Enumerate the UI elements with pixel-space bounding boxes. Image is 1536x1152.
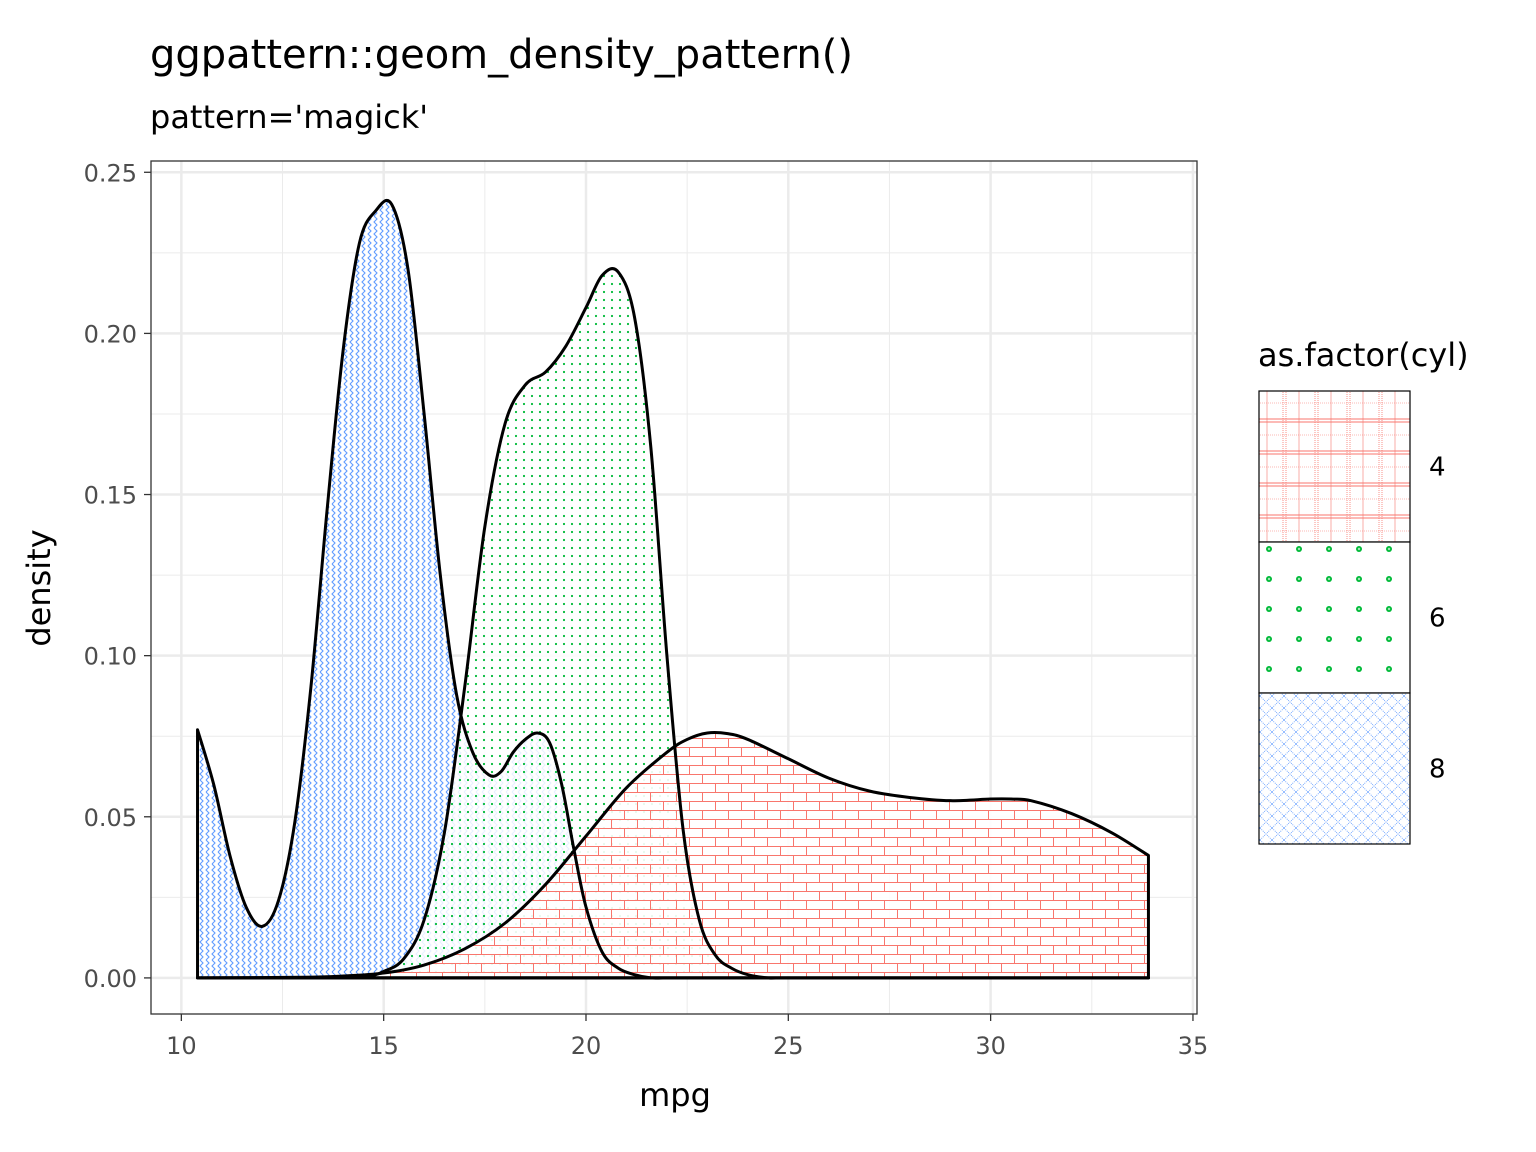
x-tick-label: 35 <box>1178 1032 1209 1060</box>
legend-label-4: 4 <box>1429 453 1446 483</box>
x-tick-label: 30 <box>975 1032 1006 1060</box>
plot-panel <box>150 160 1198 1015</box>
density-area-cyl-4 <box>197 732 1149 978</box>
density-areas <box>197 200 1149 979</box>
density-lines <box>196 199 1150 980</box>
x-tick-label: 20 <box>571 1032 602 1060</box>
x-axis: 10 15 20 25 30 35 <box>166 1014 1208 1060</box>
legend-key-8 <box>1258 692 1411 845</box>
x-tick-label: 25 <box>773 1032 804 1060</box>
legend-label-6: 6 <box>1429 604 1446 634</box>
y-tick-label: 0.25 <box>84 159 137 187</box>
density-area-cyl-8 <box>197 200 1149 979</box>
y-tick-label: 0.10 <box>84 643 137 671</box>
legend-key-6 <box>1258 541 1411 694</box>
x-tick-label: 15 <box>368 1032 399 1060</box>
legend-label-8: 8 <box>1429 755 1446 785</box>
chart-title: ggpattern::geom_density_pattern() <box>150 32 853 78</box>
legend-title: as.factor(cyl) <box>1258 336 1469 374</box>
x-axis-title: mpg <box>639 1076 711 1114</box>
legend: as.factor(cyl) 4 6 8 <box>1258 336 1469 845</box>
legend-keys: 4 6 8 <box>1258 390 1446 845</box>
y-tick-label: 0.05 <box>84 804 137 832</box>
density-line-cyl-4 <box>196 730 1150 980</box>
x-tick-label: 10 <box>166 1032 197 1060</box>
panel-border <box>150 160 1198 1015</box>
density-line-cyl-6 <box>196 267 1150 980</box>
y-axis-title: density <box>20 529 58 646</box>
legend-key-4 <box>1258 390 1411 543</box>
chart-subtitle: pattern='magick' <box>150 98 429 136</box>
y-axis: 0.00 0.05 0.10 0.15 0.20 0.25 <box>84 159 151 993</box>
y-tick-label: 0.00 <box>84 965 137 993</box>
y-tick-label: 0.20 <box>84 320 137 348</box>
y-tick-label: 0.15 <box>84 482 137 510</box>
